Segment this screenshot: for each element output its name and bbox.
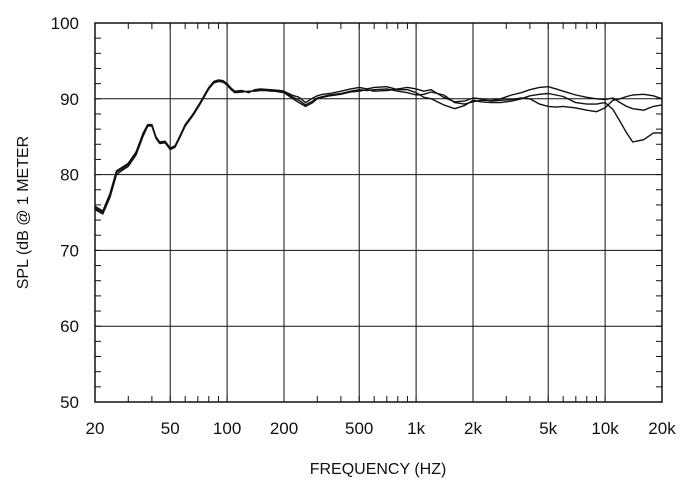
y-tick-label: 100: [51, 14, 79, 33]
series-layer: [94, 79, 663, 215]
x-tick-label: 100: [213, 419, 241, 438]
series-line-3: [94, 80, 663, 215]
x-tick-label: 5k: [539, 419, 557, 438]
x-tick-label: 10k: [591, 419, 619, 438]
x-tick-label: 1k: [407, 419, 425, 438]
y-tick-label: 70: [60, 241, 79, 260]
series-line-2: [94, 79, 663, 214]
minor-tick-marks: [94, 22, 663, 403]
y-axis-title: SPL (dB @ 1 METER: [15, 136, 32, 289]
y-tick-label: 80: [60, 166, 79, 185]
x-tick-label: 50: [161, 419, 180, 438]
series-line-1: [94, 79, 662, 212]
y-tick-label: 50: [60, 393, 79, 412]
x-axis-title: FREQUENCY (HZ): [310, 461, 447, 478]
y-tick-label: 60: [60, 317, 79, 336]
x-tick-label: 200: [270, 419, 298, 438]
y-tick-label: 90: [60, 90, 79, 109]
grid-lines: [95, 23, 662, 402]
x-tick-label: 500: [345, 419, 373, 438]
x-tick-label: 2k: [464, 419, 482, 438]
x-tick-label: 20k: [648, 419, 676, 438]
y-tick-labels: 50 60 70 80 90 100: [51, 14, 79, 412]
x-tick-label: 20: [86, 419, 105, 438]
x-tick-labels: 20 50 100 200 500 1k 2k 5k 10k 20k: [86, 419, 677, 438]
plot-frame: [94, 22, 663, 403]
